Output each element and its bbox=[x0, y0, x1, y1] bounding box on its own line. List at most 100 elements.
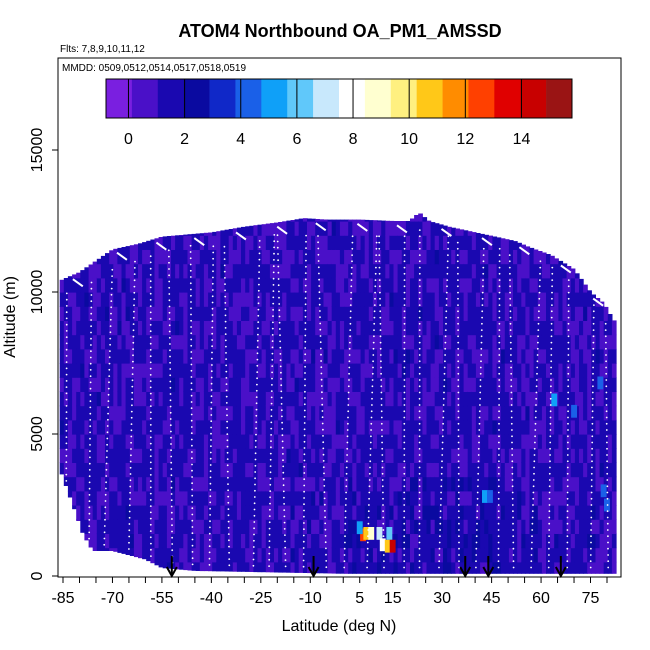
heatmap-cell bbox=[121, 320, 127, 336]
heatmap-cell bbox=[241, 462, 246, 478]
flight-dot bbox=[509, 297, 512, 300]
flight-dot bbox=[446, 260, 449, 263]
heatmap-cell bbox=[372, 448, 378, 463]
flight-dot bbox=[383, 566, 385, 569]
heatmap-cell bbox=[286, 434, 292, 449]
heatmap-cell bbox=[241, 249, 246, 265]
heatmap-cell bbox=[265, 334, 271, 350]
flight-dot bbox=[325, 560, 328, 562]
flight-dot bbox=[211, 357, 213, 360]
heatmap-cell bbox=[208, 391, 213, 407]
heatmap-cell bbox=[175, 292, 180, 307]
heatmap-cell bbox=[611, 561, 617, 574]
heatmap-cell bbox=[364, 249, 370, 265]
heatmap-cell bbox=[393, 434, 399, 449]
heatmap-cell bbox=[372, 348, 378, 364]
flight-dot bbox=[104, 493, 107, 496]
heatmap-cell bbox=[208, 320, 213, 336]
flight-dot bbox=[270, 402, 273, 405]
heatmap-cell bbox=[199, 448, 205, 463]
heatmap-cell bbox=[105, 533, 110, 549]
heatmap-cell bbox=[307, 348, 312, 364]
heatmap-cell bbox=[315, 334, 320, 350]
flight-dot bbox=[273, 240, 276, 243]
heatmap-cell bbox=[438, 519, 444, 534]
heatmap-cell bbox=[377, 391, 382, 407]
heatmap-cell bbox=[401, 263, 407, 279]
heatmap-cell bbox=[253, 419, 259, 435]
heatmap-cell bbox=[96, 405, 102, 421]
heatmap-cell bbox=[484, 263, 489, 279]
heatmap-cell bbox=[550, 533, 555, 549]
heatmap-cell bbox=[298, 561, 304, 573]
flight-dot bbox=[89, 406, 92, 409]
heatmap-cell bbox=[278, 391, 283, 407]
heatmap-cell bbox=[550, 547, 555, 563]
flight-dot bbox=[349, 316, 352, 319]
heatmap-cell bbox=[587, 363, 592, 378]
flight-dot bbox=[379, 310, 382, 313]
heatmap-cell bbox=[265, 292, 271, 307]
flight-dot bbox=[403, 479, 406, 481]
heatmap-cell bbox=[599, 547, 605, 563]
flight-dot bbox=[441, 435, 444, 438]
flight-dot bbox=[498, 347, 501, 350]
flight-dot bbox=[303, 428, 306, 431]
heatmap-cell bbox=[488, 391, 493, 407]
heatmap-cell bbox=[368, 377, 374, 392]
heatmap-cell bbox=[274, 235, 279, 250]
heatmap-cell bbox=[286, 476, 292, 492]
flight-dot bbox=[478, 416, 481, 419]
heatmap-cell bbox=[410, 292, 415, 307]
heatmap-cell bbox=[220, 505, 226, 520]
flight-dot bbox=[88, 519, 91, 521]
heatmap-cell bbox=[63, 363, 69, 378]
flight-dot bbox=[567, 347, 570, 350]
heatmap-cell bbox=[591, 476, 596, 492]
flight-dot bbox=[537, 335, 539, 338]
heatmap-cell bbox=[595, 419, 601, 435]
flight-dot bbox=[149, 330, 152, 333]
flight-dot bbox=[320, 372, 323, 375]
heatmap-cell bbox=[405, 320, 411, 336]
heatmap-cell bbox=[562, 519, 568, 534]
flight-dot bbox=[475, 554, 478, 556]
heatmap-cell bbox=[232, 277, 238, 293]
flight-dot bbox=[439, 516, 442, 519]
heatmap-cell bbox=[249, 419, 254, 435]
flight-dot bbox=[567, 416, 569, 419]
heatmap-cell bbox=[467, 547, 473, 563]
heatmap-cell bbox=[579, 292, 584, 307]
heatmap-cell bbox=[113, 263, 118, 279]
heatmap-cell bbox=[443, 490, 448, 506]
heatmap-cell bbox=[113, 306, 118, 321]
heatmap-cell bbox=[294, 235, 300, 250]
heatmap-cell bbox=[228, 320, 234, 336]
heatmap-cell bbox=[492, 334, 498, 350]
heatmap-cell bbox=[368, 334, 374, 350]
heatmap-cell bbox=[125, 476, 131, 492]
heatmap-cell bbox=[389, 519, 395, 534]
heatmap-cell bbox=[274, 334, 279, 350]
flight-dot bbox=[418, 235, 421, 238]
flight-dot bbox=[168, 261, 170, 264]
heatmap-cell bbox=[599, 334, 605, 350]
flight-dot bbox=[592, 347, 595, 350]
heatmap-cell bbox=[84, 320, 90, 336]
heatmap-cell bbox=[430, 306, 436, 321]
heatmap-cell bbox=[339, 235, 345, 250]
flight-dot bbox=[403, 366, 406, 369]
heatmap-cell bbox=[187, 235, 193, 250]
flight-dot bbox=[380, 385, 383, 388]
heatmap-cell bbox=[249, 505, 254, 520]
flight-dot bbox=[457, 266, 459, 269]
heatmap-cell bbox=[467, 292, 473, 307]
heatmap-cell bbox=[591, 320, 596, 336]
heatmap-cell bbox=[319, 505, 324, 520]
heatmap-cell bbox=[265, 505, 271, 520]
flight-dot bbox=[534, 435, 536, 438]
flight-dot bbox=[367, 510, 370, 513]
heatmap-cell bbox=[290, 334, 296, 350]
heatmap-cell bbox=[381, 277, 386, 293]
heatmap-cell bbox=[463, 334, 469, 350]
